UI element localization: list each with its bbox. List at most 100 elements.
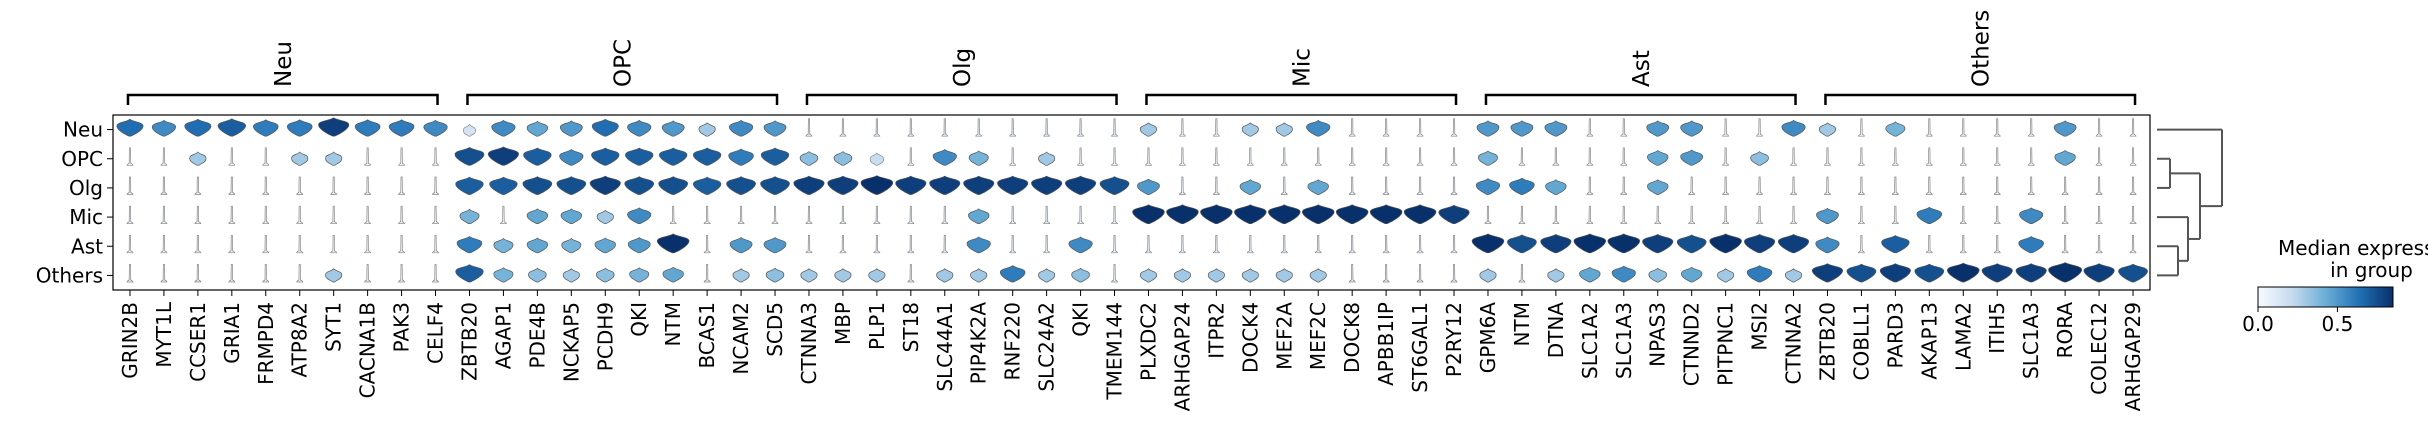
violin-opc-16 xyxy=(659,147,688,166)
violin-others-13 xyxy=(562,268,580,283)
violin-neu-0 xyxy=(116,118,144,137)
violin-mic-29 xyxy=(1111,205,1118,225)
violin-others-53 xyxy=(1914,263,1945,283)
violin-neu-52 xyxy=(1885,121,1906,137)
violin-opc-32 xyxy=(1213,147,1220,166)
violin-neu-8 xyxy=(388,119,415,137)
violin-mic-41 xyxy=(1518,205,1526,225)
violin-others-47 xyxy=(1717,268,1735,283)
violin-olg-57 xyxy=(2061,176,2069,195)
violin-others-25 xyxy=(970,268,988,283)
dendrogram xyxy=(2157,128,2223,277)
violin-mic-4 xyxy=(262,205,270,225)
violin-opc-38 xyxy=(1416,147,1424,166)
violin-neu-24 xyxy=(941,118,949,137)
violin-ast-42 xyxy=(1540,234,1572,254)
violin-opc-56 xyxy=(2027,147,2035,166)
gene-label: PLP1 xyxy=(865,302,889,350)
violin-mic-22 xyxy=(873,205,881,225)
violin-neu-13 xyxy=(559,120,583,137)
violin-ast-54 xyxy=(1959,234,1967,254)
violin-olg-55 xyxy=(1993,176,2001,195)
violin-mic-59 xyxy=(2129,205,2137,225)
violin-others-6 xyxy=(325,268,343,283)
violin-ast-15 xyxy=(627,237,651,254)
violin-neu-14 xyxy=(591,118,619,137)
violin-mic-13 xyxy=(560,208,582,225)
violin-opc-35 xyxy=(1314,147,1322,166)
violin-mic-56 xyxy=(2019,207,2044,225)
gene-label: LAMA2 xyxy=(1951,302,1975,371)
gene-label: SLC1A3 xyxy=(1612,302,1636,379)
violin-ast-39 xyxy=(1450,234,1458,254)
gene-label: COLEC12 xyxy=(2087,302,2111,395)
violin-ast-28 xyxy=(1068,236,1093,254)
violin-mic-54 xyxy=(1959,205,1967,225)
violin-mic-10 xyxy=(459,208,480,225)
row-labels: Neu OPC Olg Mic Ast Others xyxy=(36,118,113,287)
plot-frame xyxy=(112,114,2151,291)
violin-others-58 xyxy=(2083,263,2115,283)
gene-label: PIP4K2A xyxy=(967,302,991,385)
violin-mic-3 xyxy=(228,205,236,225)
violin-others-21 xyxy=(834,268,852,283)
colorbar-tick-label: 0.5 xyxy=(2322,312,2354,336)
violin-ast-8 xyxy=(398,234,405,254)
violin-opc-9 xyxy=(432,147,439,166)
gene-label: ARHGAP24 xyxy=(1170,302,1194,411)
violin-others-36 xyxy=(1348,264,1356,283)
violin-neu-42 xyxy=(1544,120,1568,137)
group-bracket xyxy=(466,93,779,105)
violin-mic-12 xyxy=(526,208,549,225)
violin-mic-46 xyxy=(1688,205,1696,225)
violin-ast-44 xyxy=(1607,233,1641,254)
violin-others-14 xyxy=(596,267,615,283)
violin-opc-57 xyxy=(2054,150,2076,166)
violin-ast-20 xyxy=(805,234,813,254)
violin-opc-50 xyxy=(1824,147,1831,166)
violin-ast-41 xyxy=(1507,234,1537,254)
violin-opc-3 xyxy=(228,147,236,166)
violin-ast-36 xyxy=(1348,234,1356,254)
violin-neu-54 xyxy=(1959,118,1967,137)
violin-mic-42 xyxy=(1552,205,1560,225)
violin-others-26 xyxy=(999,265,1026,283)
violin-others-48 xyxy=(1746,265,1773,283)
violin-opc-8 xyxy=(398,147,405,166)
violin-mic-9 xyxy=(432,205,439,225)
violin-others-55 xyxy=(1981,263,2013,283)
violin-neu-51 xyxy=(1858,118,1865,137)
violin-neu-6 xyxy=(318,117,350,137)
violin-neu-5 xyxy=(286,119,313,137)
violin-mic-44 xyxy=(1620,205,1628,225)
violin-neu-59 xyxy=(2129,118,2137,137)
violin-others-33 xyxy=(1241,268,1259,283)
violin-mic-57 xyxy=(2061,205,2069,225)
violin-mic-52 xyxy=(1892,205,1899,225)
violin-others-30 xyxy=(1139,268,1158,283)
violin-others-24 xyxy=(936,268,954,283)
violin-mic-37 xyxy=(1369,204,1403,225)
violin-olg-39 xyxy=(1450,176,1458,195)
violin-mic-43 xyxy=(1586,205,1594,225)
violin-mic-5 xyxy=(296,205,304,225)
violin-neu-29 xyxy=(1111,118,1118,137)
violin-others-15 xyxy=(629,267,650,283)
violin-olg-45 xyxy=(1647,179,1669,195)
violin-mic-50 xyxy=(1816,207,1839,225)
violin-others-49 xyxy=(1784,268,1803,283)
group-title: Others xyxy=(1968,10,1994,87)
group-bracket xyxy=(1145,93,1458,105)
gene-label: NPAS3 xyxy=(1646,302,1670,367)
gene-label: CACNA1B xyxy=(356,302,380,398)
violin-olg-27 xyxy=(1031,175,1063,195)
violin-opc-52 xyxy=(1892,147,1899,166)
violin-mic-14 xyxy=(596,209,614,225)
violin-ast-25 xyxy=(966,236,991,254)
violin-neu-40 xyxy=(1476,120,1500,137)
violin-others-5 xyxy=(296,264,304,283)
row-label: OPC xyxy=(61,147,103,171)
violin-opc-4 xyxy=(262,147,270,166)
violin-ast-43 xyxy=(1573,233,1607,254)
